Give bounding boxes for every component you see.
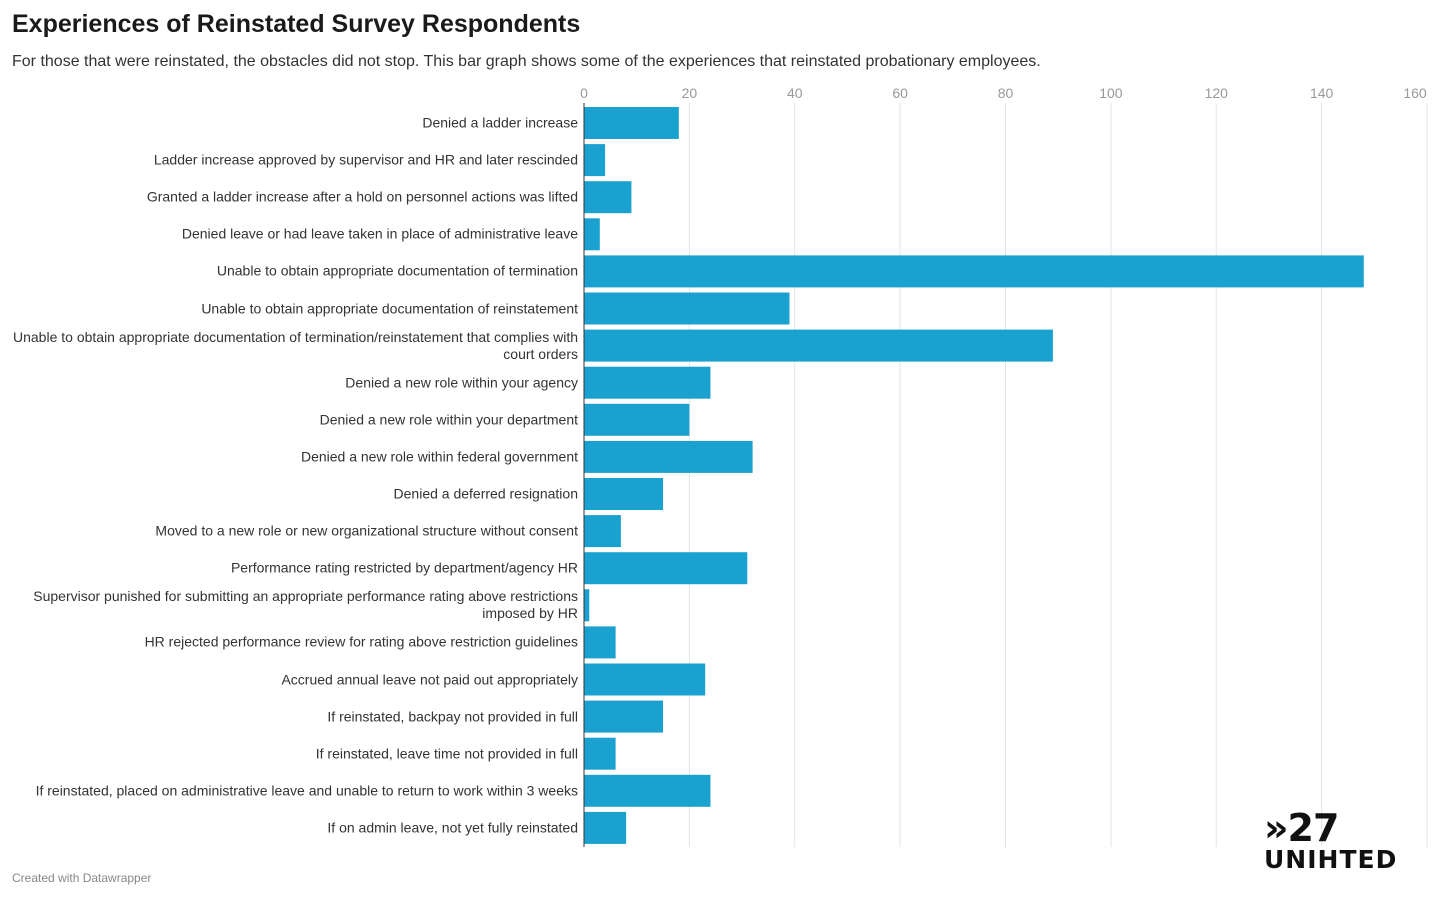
category-label: If reinstated, backpay not provided in f…: [327, 708, 578, 725]
bar: [584, 366, 711, 399]
bar: [584, 737, 616, 770]
category-label: Ladder increase approved by supervisor a…: [153, 151, 578, 168]
category-label: Denied a deferred resignation: [393, 485, 578, 502]
category-label: Accrued annual leave not paid out approp…: [281, 671, 578, 687]
bar: [584, 255, 1364, 288]
x-tick-label: 140: [1310, 85, 1334, 101]
category-label: HR rejected performance review for ratin…: [144, 633, 578, 650]
category-label: Unable to obtain appropriate documentati…: [13, 328, 578, 362]
x-tick-label: 100: [1099, 85, 1123, 101]
category-label: Granted a ladder increase after a hold o…: [146, 188, 578, 205]
bar: [584, 478, 664, 510]
bar: [584, 403, 690, 436]
category-label: Unable to obtain appropriate documentati…: [201, 300, 578, 316]
bar: [584, 181, 632, 214]
chart-title: Experiences of Reinstated Survey Respond…: [12, 10, 581, 38]
category-label: Denied a new role within federal governm…: [300, 448, 578, 465]
bar: [584, 774, 711, 807]
bar: [584, 329, 1053, 362]
bar: [584, 515, 621, 548]
category-label: If on admin leave, not yet fully reinsta…: [327, 819, 578, 836]
x-tick-label: 160: [1403, 85, 1427, 101]
category-label: Denied leave or had leave taken in place…: [181, 225, 578, 242]
category-label: Performance rating restricted by departm…: [230, 559, 578, 576]
category-label: If reinstated, leave time not provided i…: [315, 745, 578, 762]
category-label: If reinstated, placed on administrative …: [35, 782, 578, 799]
logo: »27: [1264, 806, 1339, 850]
bar: [584, 218, 600, 251]
x-tick-label: 0: [580, 85, 588, 101]
bar: [584, 144, 606, 177]
bar: [584, 811, 627, 844]
bar: [584, 552, 748, 585]
x-tick-label: 60: [892, 85, 908, 101]
x-tick-label: 20: [682, 85, 698, 101]
bar: [584, 292, 790, 325]
credit: Created with Datawrapper: [12, 871, 152, 885]
category-label: Unable to obtain appropriate documentati…: [216, 262, 578, 279]
chart-subtitle: For those that were reinstated, the obst…: [12, 53, 1041, 70]
bar: [584, 663, 706, 696]
category-label: Denied a new role within your agency: [345, 374, 578, 391]
bar: [584, 589, 590, 622]
bar: [584, 107, 679, 139]
bar: [584, 700, 664, 733]
logo: UNIHTED: [1264, 845, 1398, 874]
category-label: Supervisor punished for submitting an ap…: [33, 588, 578, 622]
category-label: Denied a new role within your department: [319, 411, 578, 428]
bar: [584, 626, 616, 659]
bar: [584, 440, 753, 473]
category-label: Moved to a new role or new organizationa…: [155, 522, 578, 539]
category-label: Denied a ladder increase: [422, 114, 578, 131]
x-tick-label: 120: [1205, 85, 1229, 101]
x-tick-label: 40: [787, 85, 803, 101]
x-tick-label: 80: [998, 85, 1014, 101]
